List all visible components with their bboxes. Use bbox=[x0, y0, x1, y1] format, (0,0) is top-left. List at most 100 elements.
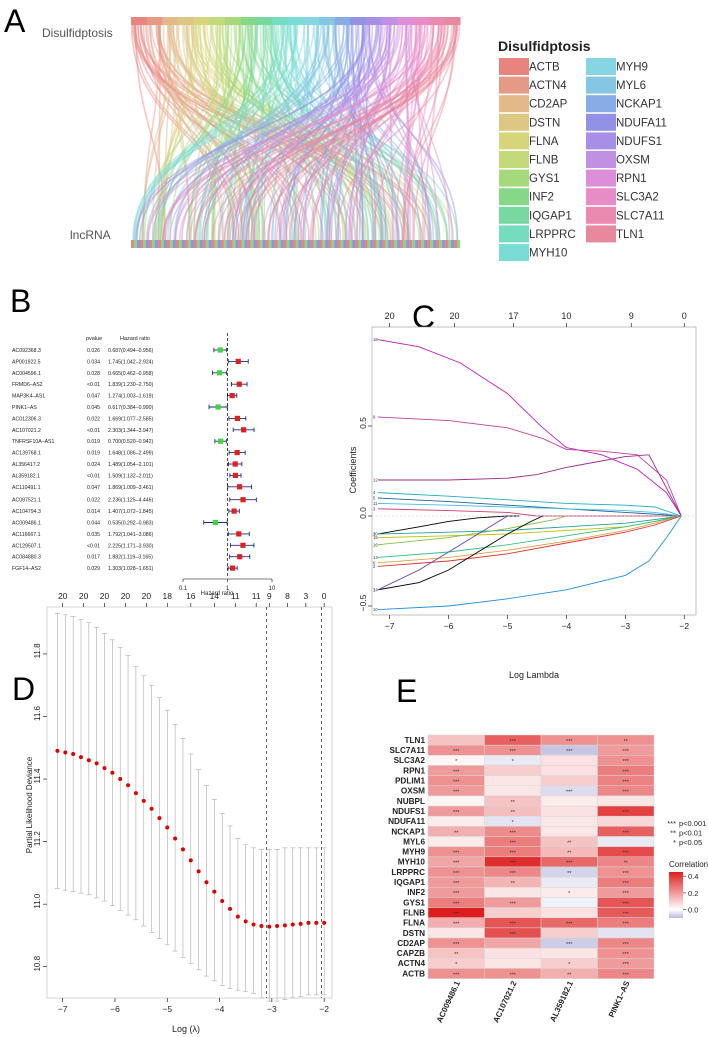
cv-point bbox=[228, 906, 233, 911]
heatmap-cell-stars: *** bbox=[510, 851, 517, 857]
coef-path-label: 5 bbox=[373, 496, 376, 501]
coef-path-label: 13 bbox=[373, 555, 378, 560]
forest-hr-point bbox=[241, 427, 247, 433]
sankey-link bbox=[159, 24, 230, 241]
sankey-link bbox=[282, 24, 351, 241]
lncrna-bar bbox=[412, 240, 416, 248]
sankey-link bbox=[241, 24, 383, 241]
cv-toptick-label: 20 bbox=[100, 591, 110, 601]
legend-label-slc7a11: SLC7A11 bbox=[616, 210, 664, 222]
sankey-link bbox=[293, 24, 407, 241]
forest-hr-point bbox=[231, 508, 237, 514]
coef-path-label: 12 bbox=[373, 478, 378, 483]
sankey-link bbox=[172, 24, 191, 241]
correlation-heatmap: *** *** ***** *** *** **** * ****** ****** ******… bbox=[388, 734, 708, 1024]
lncrna-bar bbox=[181, 240, 186, 248]
sankey-link bbox=[132, 24, 299, 241]
sankey-link bbox=[270, 24, 388, 241]
coef-toptick-label: 0 bbox=[682, 311, 687, 321]
heatmap-cell-stars: ** bbox=[511, 881, 516, 887]
heatmap-col-label: PINK1–AS bbox=[607, 979, 632, 1019]
forest-hr-point bbox=[234, 450, 240, 456]
sankey-link bbox=[174, 24, 420, 241]
sankey-link bbox=[176, 24, 291, 241]
heatmap-cell bbox=[484, 907, 542, 918]
sankey-link bbox=[262, 24, 421, 241]
sankey-link bbox=[167, 24, 322, 241]
heatmap-row-label: NDUFS1 bbox=[392, 807, 425, 816]
cv-point bbox=[71, 752, 76, 757]
coef-path-label: 20 bbox=[373, 532, 378, 537]
sankey-link bbox=[158, 24, 161, 241]
gene-bar-myh9 bbox=[303, 17, 320, 25]
heatmap-cell bbox=[540, 876, 598, 888]
cv-toptick-label: 18 bbox=[163, 591, 173, 601]
sankey-link bbox=[334, 24, 383, 241]
sankey-link bbox=[169, 24, 238, 241]
heatmap-row-label: LRPPRC bbox=[391, 868, 425, 877]
sankey-link bbox=[403, 24, 421, 241]
heatmap-row-label: NDUFA11 bbox=[388, 817, 425, 826]
sankey-link bbox=[268, 24, 318, 241]
coef-xlabel: Log Lambda bbox=[509, 670, 559, 680]
lncrna-bar bbox=[142, 240, 147, 248]
sankey-link bbox=[167, 24, 404, 241]
sankey-link bbox=[199, 24, 250, 241]
lncrna-bar bbox=[448, 240, 452, 248]
coef-ytick-label: 0.5 bbox=[358, 417, 368, 429]
sankey-link bbox=[309, 24, 426, 241]
heatmap-row-label: GYS1 bbox=[403, 898, 425, 907]
heatmap-cell-stars: *** bbox=[566, 861, 573, 867]
coef-path-11 bbox=[377, 502, 682, 517]
sankey-link bbox=[202, 24, 438, 241]
lncrna-bar bbox=[451, 240, 455, 248]
forest-row-pvalue: 0.026 bbox=[87, 348, 100, 354]
cv-ytick-label: 11.4 bbox=[33, 768, 42, 784]
legend-swatch-flna bbox=[499, 132, 529, 150]
sankey-link bbox=[328, 24, 365, 241]
cv-point bbox=[157, 816, 162, 821]
heatmap-cell-stars: * bbox=[512, 759, 515, 765]
sankey-link bbox=[214, 24, 420, 241]
sankey-link bbox=[134, 24, 281, 241]
sankey-link bbox=[195, 24, 429, 241]
forest-hr-point bbox=[240, 542, 246, 548]
sankey-link bbox=[137, 24, 310, 241]
sankey-link bbox=[234, 24, 380, 241]
panel-label-d: D bbox=[12, 671, 35, 707]
sankey-link bbox=[185, 24, 411, 241]
heatmap-cell-stars: *** bbox=[623, 790, 630, 796]
forest-row-hr-text: 1.509(1.132–2.011) bbox=[108, 473, 153, 479]
heatmap-cell-stars: *** bbox=[510, 871, 517, 877]
cv-xlabel: Log (λ) bbox=[172, 1024, 200, 1034]
sankey-link bbox=[168, 24, 407, 241]
cv-toptick-label: 3 bbox=[303, 591, 308, 601]
cv-xtick-label: −2 bbox=[319, 1004, 329, 1014]
cv-point bbox=[220, 899, 225, 904]
sankey-link bbox=[262, 24, 327, 241]
heatmap-row-label: MYH9 bbox=[402, 848, 425, 857]
lncrna-bar bbox=[214, 240, 218, 248]
sankey-link bbox=[202, 24, 394, 241]
cv-point bbox=[133, 791, 138, 796]
lncrna-bar bbox=[352, 240, 356, 248]
sankey-link bbox=[345, 24, 364, 241]
heatmap-cell-stars: ** bbox=[511, 800, 516, 806]
forest-row-hr-text: 0.665(0.462–0.958) bbox=[108, 371, 154, 377]
forest-row-name: AL359182.1 bbox=[12, 473, 40, 479]
sankey-link bbox=[212, 24, 233, 241]
heatmap-cell bbox=[540, 927, 598, 939]
sankey-link bbox=[141, 24, 178, 241]
sankey-link bbox=[241, 24, 345, 241]
cv-ytick-label: 11.8 bbox=[33, 643, 42, 659]
sankey-link bbox=[402, 24, 457, 241]
sig-legend-stars: * bbox=[673, 838, 676, 847]
lncrna-bar bbox=[382, 240, 386, 248]
sankey-link bbox=[256, 24, 296, 241]
coef-path-label: 18 bbox=[373, 337, 378, 342]
forest-row-hr-text: 2.225(1.171–3.930) bbox=[108, 543, 154, 549]
sankey-link bbox=[181, 24, 261, 241]
sankey-link bbox=[302, 24, 374, 241]
cv-point bbox=[102, 766, 107, 771]
sankey-link bbox=[273, 24, 389, 241]
